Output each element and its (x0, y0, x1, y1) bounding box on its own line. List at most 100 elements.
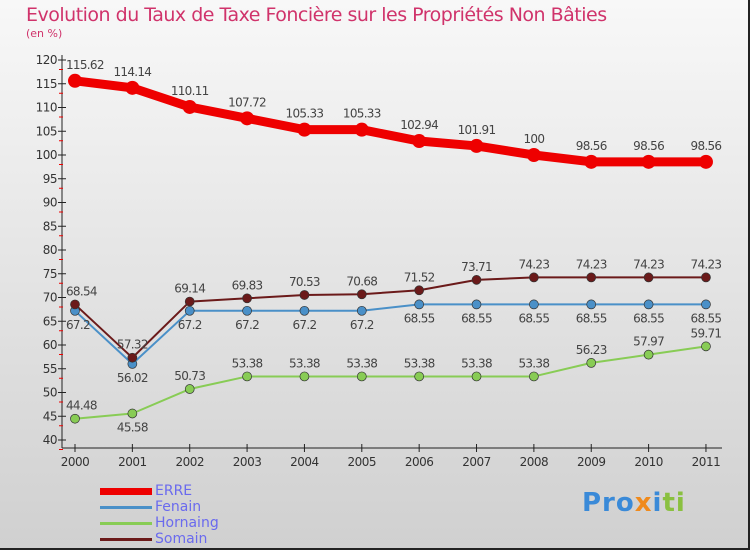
x-tick-label: 2001 (118, 455, 147, 469)
data-point-somain (586, 272, 597, 283)
data-label-somain: 69.14 (174, 282, 205, 296)
data-label-fenain: 68.55 (461, 311, 492, 325)
x-tick-label: 2004 (290, 455, 319, 469)
x-tick-label: 2003 (233, 455, 262, 469)
data-point-erre (698, 154, 713, 169)
legend-swatch (100, 522, 152, 525)
data-label-erre: 101.91 (458, 123, 496, 137)
data-point-somain (414, 285, 425, 296)
data-label-hornaing: 44.48 (66, 399, 97, 413)
data-label-hornaing: 53.38 (232, 356, 263, 370)
y-tick-label: 110 (36, 101, 57, 115)
data-point-erre (469, 138, 484, 153)
legend-swatch (100, 538, 152, 541)
data-label-erre: 107.72 (228, 95, 266, 109)
series-line-erre (74, 76, 706, 167)
data-point-erre (584, 154, 599, 169)
data-label-fenain: 67.2 (66, 318, 90, 332)
x-tick-label: 2008 (520, 455, 549, 469)
data-point-somain (529, 272, 539, 283)
data-point-erre (240, 111, 255, 126)
data-label-somain: 74.23 (576, 257, 607, 271)
y-axis-unit: (en %) (26, 27, 63, 40)
x-tick-label: 2010 (634, 455, 663, 469)
data-label-hornaing: 53.38 (404, 356, 435, 370)
data-point-somain (299, 290, 310, 300)
data-point-hornaing (643, 349, 654, 360)
data-point-hornaing (529, 371, 539, 382)
data-label-erre: 100 (523, 132, 544, 146)
data-point-somain (643, 272, 654, 283)
data-point-hornaing (184, 384, 195, 394)
data-point-hornaing (70, 413, 80, 424)
data-label-fenain: 68.55 (691, 311, 722, 325)
y-tick-label: 105 (36, 124, 57, 138)
data-label-somain: 70.53 (289, 275, 320, 289)
data-point-hornaing (127, 408, 138, 419)
data-point-erre (412, 134, 427, 149)
legend-label: Hornaing (155, 515, 219, 531)
data-point-erre (641, 154, 656, 169)
data-point-fenain (529, 299, 539, 310)
x-tick-label: 2005 (348, 455, 377, 469)
data-point-somain (242, 293, 252, 304)
data-label-erre: 98.56 (691, 139, 722, 153)
data-point-somain (471, 275, 482, 285)
series-line-hornaing (74, 345, 707, 420)
data-point-somain (356, 289, 367, 300)
legend-label: Fenain (155, 499, 202, 515)
x-tick-label: 2007 (462, 455, 491, 469)
data-point-fenain (356, 305, 367, 316)
x-tick-label: 2011 (692, 455, 721, 469)
y-tick-label: 80 (43, 243, 57, 257)
y-tick-label: 50 (43, 386, 57, 400)
series-line-fenain (74, 303, 706, 365)
data-label-fenain: 68.55 (518, 311, 549, 325)
y-tick-label: 85 (43, 219, 57, 233)
data-point-erre (354, 122, 369, 137)
x-tick-label: 2006 (405, 455, 434, 469)
y-tick-label: 120 (36, 53, 57, 67)
data-label-hornaing: 53.38 (461, 356, 492, 370)
data-point-fenain (299, 305, 310, 316)
data-label-erre: 98.56 (576, 139, 607, 153)
data-label-somain: 74.23 (691, 257, 722, 271)
x-tick-label: 2000 (61, 455, 90, 469)
data-point-hornaing (299, 371, 310, 382)
y-tick-label: 65 (43, 314, 57, 328)
y-tick-label: 100 (36, 148, 57, 162)
data-point-erre (125, 80, 140, 95)
data-point-hornaing (356, 371, 367, 382)
y-tick-label: 60 (43, 338, 57, 352)
data-point-somain (184, 296, 195, 307)
data-point-fenain (586, 299, 597, 310)
data-point-hornaing (414, 371, 425, 382)
data-label-hornaing: 56.23 (576, 343, 607, 357)
data-label-fenain: 67.2 (350, 318, 374, 332)
data-label-somain: 69.83 (232, 278, 263, 292)
legend-swatch (100, 488, 152, 495)
data-label-hornaing: 53.38 (346, 356, 377, 370)
data-label-fenain: 68.55 (633, 311, 664, 325)
data-label-hornaing: 57.97 (633, 335, 664, 349)
y-tick-label: 70 (43, 291, 57, 305)
data-label-erre: 98.56 (633, 139, 664, 153)
proxiti-logo: Proxiti (582, 488, 686, 518)
data-label-hornaing: 59.71 (691, 326, 722, 340)
data-point-somain (701, 272, 711, 283)
data-label-fenain: 56.02 (117, 371, 148, 385)
data-point-erre (526, 148, 541, 162)
data-point-erre (182, 99, 197, 114)
data-point-fenain (184, 305, 195, 316)
legend-label: Somain (155, 531, 208, 547)
data-point-fenain (471, 299, 482, 310)
data-label-erre: 110.11 (171, 84, 209, 98)
data-label-erre: 114.14 (113, 65, 151, 79)
data-point-fenain (242, 305, 252, 316)
legend-swatch (100, 506, 152, 509)
data-label-erre: 105.33 (286, 107, 324, 121)
data-label-fenain: 67.2 (178, 318, 202, 332)
data-point-hornaing (471, 371, 482, 382)
